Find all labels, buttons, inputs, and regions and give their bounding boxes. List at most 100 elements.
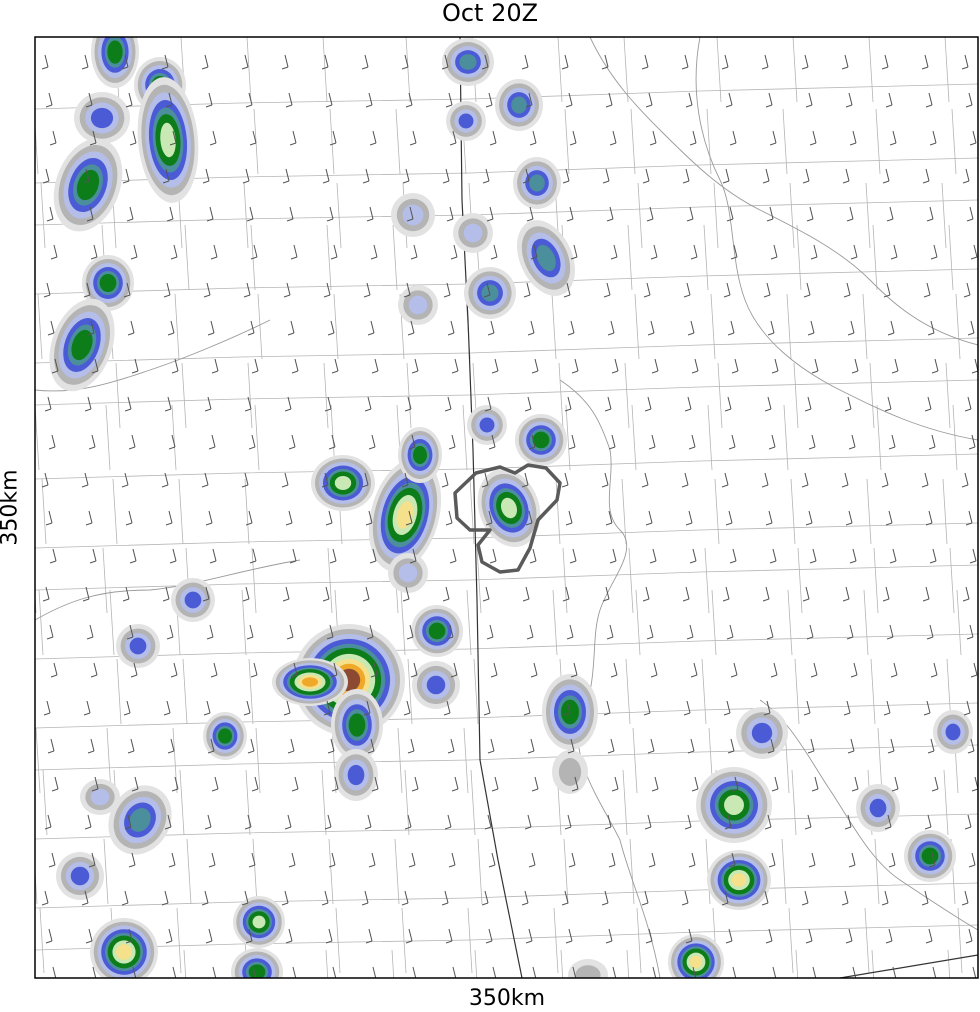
county-line — [35, 727, 41, 794]
wind-barb — [927, 738, 935, 754]
wind-barb — [409, 130, 417, 146]
wind-barb — [644, 396, 652, 412]
wind-barb — [729, 130, 737, 146]
county-line — [560, 949, 564, 978]
wind-barb — [572, 966, 577, 978]
wind-barb — [241, 54, 249, 70]
wind-barb — [451, 776, 459, 792]
wind-barb — [801, 54, 809, 70]
county-line — [328, 838, 334, 905]
wind-barb — [681, 472, 689, 488]
wind-barb — [612, 966, 617, 978]
wind-barb — [688, 434, 696, 450]
wind-barb — [730, 244, 738, 260]
wind-barb — [605, 92, 613, 108]
wind-barb — [568, 434, 576, 450]
wind-barb — [885, 928, 893, 944]
wind-barb — [324, 814, 332, 830]
wind-barb — [931, 776, 939, 792]
wind-barb — [162, 168, 170, 184]
wind-barb — [42, 586, 50, 602]
wind-barb — [127, 738, 135, 754]
wind-barb — [446, 206, 454, 222]
wind-barb — [321, 472, 329, 488]
wind-barb — [321, 890, 329, 906]
wind-barb — [86, 624, 94, 640]
reflectivity-contour-green — [413, 446, 427, 464]
wind-barb — [608, 852, 616, 868]
county-line — [250, 224, 256, 291]
wind-barb — [124, 396, 132, 412]
wind-barb — [804, 396, 812, 412]
wind-barb — [85, 510, 93, 526]
storm-cell — [453, 213, 493, 253]
wind-barb — [970, 244, 978, 260]
wind-barb — [930, 662, 938, 678]
wind-barb — [404, 814, 412, 830]
wind-barb — [250, 662, 258, 678]
wind-barb — [522, 586, 530, 602]
county-line — [244, 478, 250, 545]
storm-cell — [446, 101, 486, 141]
storm-cell — [513, 157, 561, 209]
wind-barb — [327, 738, 335, 754]
wind-barb — [42, 168, 50, 184]
county-line — [245, 769, 251, 836]
storm-cell — [464, 267, 516, 319]
storm-cell — [398, 427, 442, 483]
county-line — [476, 547, 482, 614]
reflectivity-contour-blue — [347, 764, 365, 786]
wind-barb — [810, 244, 818, 260]
storm-cell — [568, 959, 608, 978]
wind-barb — [211, 358, 219, 374]
wind-barb — [131, 776, 139, 792]
wind-barb — [249, 548, 257, 564]
wind-barb — [811, 358, 819, 374]
county-line — [35, 744, 978, 771]
wind-barb — [410, 662, 418, 678]
wind-barb — [804, 814, 812, 830]
wind-barb — [723, 282, 731, 298]
wind-barb — [769, 548, 777, 564]
wind-barb — [761, 472, 769, 488]
storm-cell — [933, 710, 973, 754]
county-line — [171, 404, 177, 471]
county-line — [627, 224, 633, 291]
reflectivity-contour-green — [107, 40, 123, 64]
wind-barb — [445, 92, 453, 108]
wind-barb — [770, 244, 778, 260]
wind-barb — [530, 662, 538, 678]
wind-barb — [527, 320, 535, 336]
wind-barb — [289, 130, 297, 146]
wind-barb — [325, 928, 333, 944]
storm-cell — [56, 852, 104, 900]
wind-barb — [529, 130, 537, 146]
wind-barb — [282, 168, 290, 184]
wind-barb — [809, 130, 817, 146]
wind-barb — [842, 586, 850, 602]
wind-barb — [649, 130, 657, 146]
wind-barb — [244, 396, 252, 412]
wind-barb — [87, 738, 95, 754]
wind-barb — [51, 358, 59, 374]
storm-cell — [552, 750, 588, 794]
wind-barb — [404, 396, 412, 412]
wind-barb — [811, 776, 819, 792]
wind-barb — [441, 472, 449, 488]
wind-barb — [770, 662, 778, 678]
wind-barb — [645, 928, 653, 944]
wind-barb — [83, 282, 91, 298]
wind-barb — [766, 206, 774, 222]
county-line — [35, 564, 978, 591]
wind-barb — [726, 624, 734, 640]
wind-barb — [883, 700, 891, 716]
wind-barb — [571, 358, 579, 374]
wind-barb — [251, 776, 259, 792]
county-line — [241, 589, 247, 656]
wind-barb — [361, 54, 369, 70]
wind-barb — [50, 662, 58, 678]
wind-barb — [372, 966, 377, 978]
storm-cell — [707, 850, 771, 910]
wind-barb — [325, 92, 333, 108]
wind-barb — [366, 624, 374, 640]
